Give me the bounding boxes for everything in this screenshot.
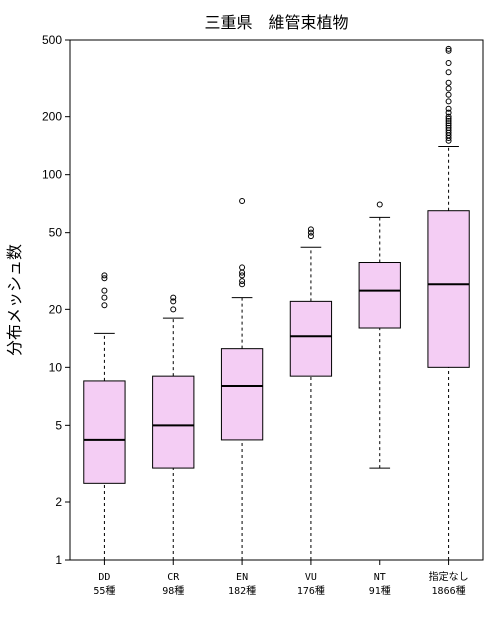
- boxplot-chart: 三重県 維管束植物分布メッシュ数 1 2 5 10 20 50 100 200 500 DD55種 C…: [0, 0, 503, 620]
- chart-title: 三重県 維管束植物: [204, 14, 348, 32]
- box: [428, 211, 469, 368]
- box: [153, 376, 194, 468]
- y-tick-label: 10: [49, 360, 63, 374]
- box: [221, 349, 262, 440]
- box: [359, 263, 400, 328]
- x-category-label-line2: 182種: [228, 584, 256, 597]
- x-category-label-line2: 55種: [93, 584, 115, 597]
- y-tick-label: 2: [55, 495, 62, 509]
- x-category-label-line1: 指定なし: [429, 570, 469, 583]
- y-tick-label: 20: [49, 302, 63, 316]
- y-tick-label: 5: [55, 418, 62, 432]
- box: [84, 381, 125, 483]
- x-category-label-line2: 91種: [369, 584, 391, 597]
- y-tick-label: 1: [55, 553, 62, 567]
- x-category-label-line1: NT: [374, 572, 386, 583]
- x-category-label-line2: 176種: [297, 584, 325, 597]
- y-tick-label: 50: [49, 226, 63, 240]
- y-tick-label: 200: [42, 110, 62, 124]
- y-tick-label: 500: [42, 33, 62, 47]
- x-category-label-line1: CR: [167, 572, 180, 583]
- y-tick-label: 100: [42, 168, 62, 182]
- x-category-label-line2: 1866種: [432, 584, 466, 597]
- plot-panel: [70, 40, 483, 560]
- y-axis-title: 分布メッシュ数: [6, 244, 24, 356]
- x-category-label-line1: EN: [236, 572, 248, 583]
- x-category-label-line1: DD: [98, 572, 110, 583]
- x-category-label-line2: 98種: [162, 584, 184, 597]
- x-category-label-line1: VU: [305, 572, 317, 583]
- box: [290, 301, 331, 376]
